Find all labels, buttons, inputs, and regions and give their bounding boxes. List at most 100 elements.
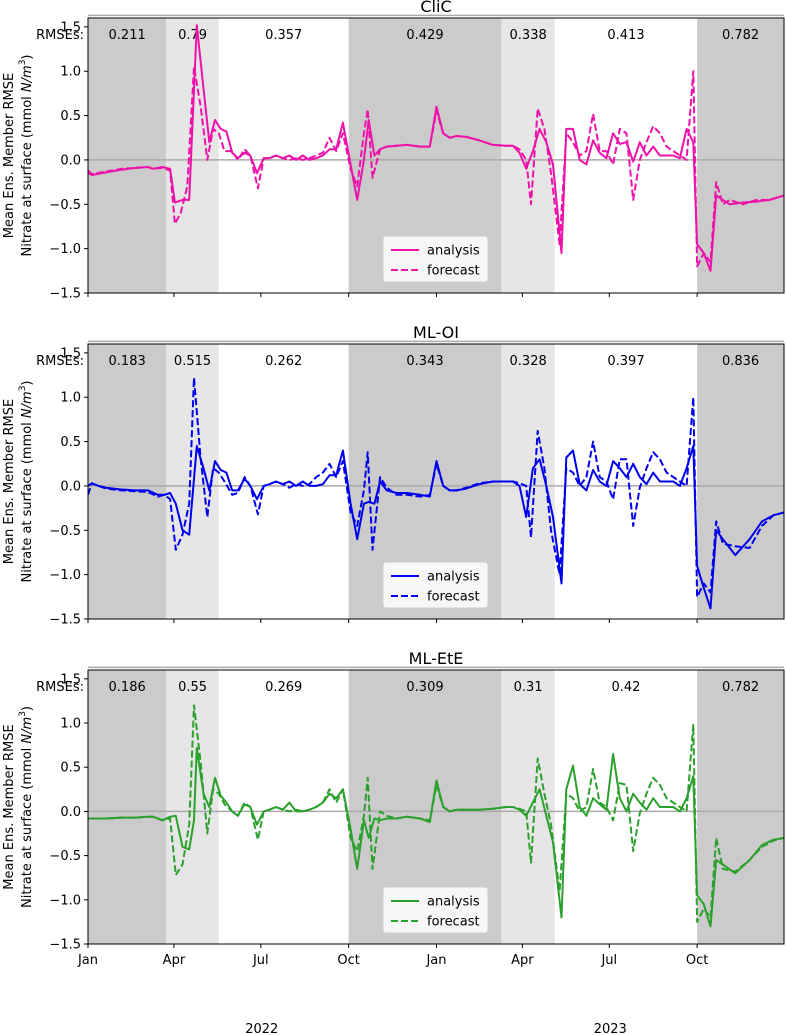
y-tick-label: 0.5 <box>60 761 81 776</box>
legend: analysis forecast <box>382 561 489 609</box>
rmse-value: 0.42 <box>612 680 641 695</box>
y-tick-label: 0.0 <box>60 805 81 820</box>
series-line-forecast <box>88 376 784 598</box>
y-tick-label: −0.5 <box>49 849 81 864</box>
rmse-value: 0.269 <box>265 680 302 695</box>
y-axis-label-line1: Mean Ens. Member RMSE <box>2 724 17 889</box>
rmse-value: 0.79 <box>178 28 207 43</box>
y-tick-label: −1.5 <box>49 613 81 628</box>
legend-label: forecast <box>427 915 480 930</box>
rmse-value: 0.183 <box>109 354 146 369</box>
y-label-prefix: Nitrate at surface (mmol <box>20 418 35 582</box>
y-tick-label: 1.5 <box>60 20 81 35</box>
x-tick-label: Jul <box>600 953 617 968</box>
rmse-value: 0.338 <box>510 28 547 43</box>
y-label-prefix: Nitrate at surface (mmol <box>20 744 35 908</box>
series-group <box>88 376 784 610</box>
y-tick-label: 0.5 <box>60 435 81 450</box>
period-band <box>88 18 167 293</box>
y-tick-label: −1.5 <box>49 938 81 953</box>
x-tick-label: Jan <box>425 953 446 968</box>
year-label: 2023 <box>594 1022 627 1035</box>
rmse-value: 0.55 <box>178 680 207 695</box>
rmse-value: 0.397 <box>607 354 644 369</box>
rmse-label: RMSEs: <box>36 354 84 369</box>
legend-label: analysis <box>427 570 480 585</box>
rmse-value: 0.262 <box>265 354 302 369</box>
rmse-value: 0.328 <box>510 354 547 369</box>
y-tick-label: −0.5 <box>49 198 81 213</box>
y-tick-label: 1.5 <box>60 672 81 687</box>
period-band <box>166 670 219 944</box>
x-tick-label: Jul <box>252 953 269 968</box>
y-axis-label-line2: Nitrate at surface (mmol N/m3) <box>18 706 35 908</box>
series-line-forecast <box>88 704 784 923</box>
legend-label: forecast <box>427 590 480 605</box>
rmse-label: RMSEs: <box>36 680 84 695</box>
period-band <box>697 18 784 293</box>
period-band <box>697 670 784 944</box>
panel-title: ML-OI <box>413 323 459 342</box>
period-band <box>88 344 167 619</box>
period-band <box>554 344 698 619</box>
period-band <box>501 18 555 293</box>
rmse-value: 0.357 <box>265 28 302 43</box>
panel-clic: RMSEs: 0.211 0.79 0.357 0.429 0.338 0.413 0.782… <box>2 0 785 302</box>
y-axis-label-line2: Nitrate at surface (mmol N/m3) <box>18 380 35 582</box>
period-band <box>554 670 698 944</box>
y-label-sup: 3 <box>18 711 28 717</box>
rmse-label: RMSEs: <box>36 28 84 43</box>
period-band <box>218 670 349 944</box>
legend-box <box>382 235 489 283</box>
x-tick-label: Jan <box>77 953 98 968</box>
legend: analysis forecast <box>382 886 489 934</box>
panel-title: ML-EtE <box>409 649 464 668</box>
y-label-unit: N/m <box>20 717 35 744</box>
y-tick-label: 0.5 <box>60 109 81 124</box>
rmse-value: 0.836 <box>722 354 759 369</box>
legend: analysis forecast <box>382 235 489 283</box>
x-tick-label: Oct <box>337 953 359 968</box>
rmse-value: 0.31 <box>514 680 543 695</box>
y-axis-label-line2: Nitrate at surface (mmol N/m3) <box>18 54 35 256</box>
panel-ml-ete: RMSEs: 0.186 0.55 0.269 0.309 0.31 0.42 0.782 −1… <box>2 649 785 968</box>
x-tick-label: Apr <box>511 953 534 968</box>
rmse-value: 0.515 <box>174 354 211 369</box>
panel-ml-oi: RMSEs: 0.183 0.515 0.262 0.343 0.328 0.397 0.83… <box>2 323 785 628</box>
y-label-unit: N/m <box>20 391 35 418</box>
x-tick-label: Oct <box>686 953 708 968</box>
period-band <box>218 344 349 619</box>
period-band <box>88 670 167 944</box>
y-label-prefix: Nitrate at surface (mmol <box>20 92 35 256</box>
series-line-forecast <box>88 65 784 268</box>
rmse-value: 0.186 <box>109 680 146 695</box>
y-axis-label-line1: Mean Ens. Member RMSE <box>2 399 17 564</box>
rmse-value: 0.782 <box>722 680 759 695</box>
period-band <box>697 344 784 619</box>
series-group <box>88 704 784 928</box>
y-axis-label-line1: Mean Ens. Member RMSE <box>2 73 17 238</box>
y-tick-label: −1.0 <box>49 568 81 583</box>
period-band <box>218 18 349 293</box>
y-tick-label: −1.5 <box>49 287 81 302</box>
rmse-value: 0.309 <box>406 680 443 695</box>
y-tick-label: 1.0 <box>60 65 81 80</box>
series-group <box>88 24 784 272</box>
rmse-value: 0.413 <box>607 28 644 43</box>
y-label-unit: N/m <box>20 65 35 92</box>
y-tick-label: 0.0 <box>60 153 81 168</box>
y-tick-label: −1.0 <box>49 893 81 908</box>
legend-box <box>382 561 489 609</box>
y-label-suffix: ) <box>20 706 35 711</box>
y-tick-label: 1.5 <box>60 346 81 361</box>
year-label: 2022 <box>245 1022 278 1035</box>
rmse-value: 0.211 <box>109 28 146 43</box>
legend-label: forecast <box>427 264 480 279</box>
y-tick-label: −0.5 <box>49 524 81 539</box>
legend-label: analysis <box>427 895 480 910</box>
period-band <box>166 18 219 293</box>
y-tick-label: −1.0 <box>49 242 81 257</box>
y-label-sup: 3 <box>18 60 28 66</box>
rmse-value: 0.782 <box>722 28 759 43</box>
